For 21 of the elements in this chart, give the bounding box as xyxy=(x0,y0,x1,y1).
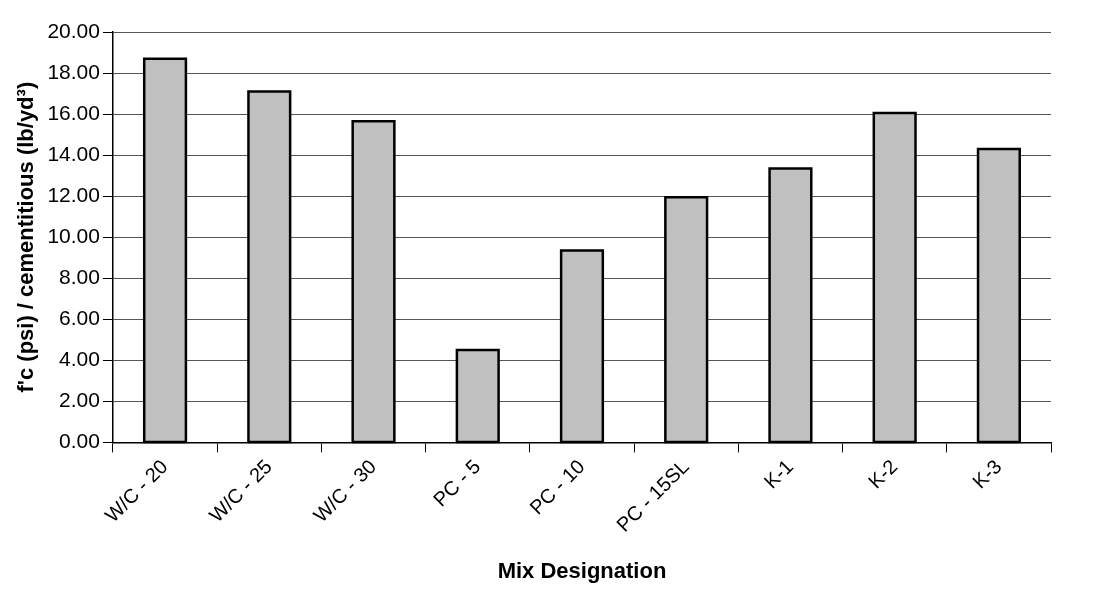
y-tick-label: 12.00 xyxy=(47,182,100,206)
y-tick-label: 4.00 xyxy=(59,347,100,371)
y-tick-label: 2.00 xyxy=(59,388,100,412)
y-axis-title: f'c (psi) / cementitious (lb/yd³) xyxy=(13,81,39,393)
y-tick-label: 20.00 xyxy=(47,18,100,42)
x-tick-label: W/C - 25 xyxy=(204,455,277,527)
x-tick-label: W/C - 30 xyxy=(308,455,381,527)
y-tick-label: 14.00 xyxy=(47,141,100,165)
x-tick-label: PC - 5 xyxy=(428,455,485,511)
x-tick-label: W/C - 20 xyxy=(100,455,172,527)
y-tick-label: 18.00 xyxy=(47,59,100,83)
y-tick-label: 6.00 xyxy=(59,306,100,330)
x-tick-label: K-3 xyxy=(968,455,1006,493)
y-tick-label: 16.00 xyxy=(47,100,100,124)
y-tick-label: 8.00 xyxy=(59,265,100,289)
x-axis-title: Mix Designation xyxy=(497,557,667,583)
x-tick-label: K-1 xyxy=(759,455,798,493)
x-tick-label: K-2 xyxy=(863,455,902,493)
y-tick-label: 10.00 xyxy=(47,223,100,247)
x-tick-label: PC - 10 xyxy=(525,455,589,519)
y-tick-label: 0.00 xyxy=(59,429,100,453)
